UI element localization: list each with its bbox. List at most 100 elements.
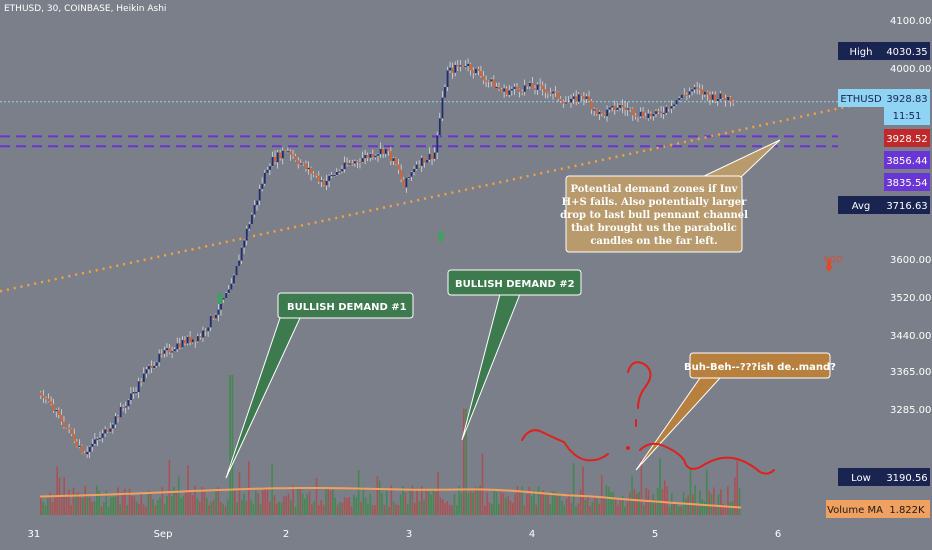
volume-bar — [427, 491, 430, 515]
candle — [706, 91, 709, 95]
candle — [426, 159, 428, 163]
level-tag-red[interactable]: 3928.52 — [884, 129, 930, 147]
candle — [305, 163, 307, 170]
low-tag-label: Low — [851, 473, 871, 484]
candle — [487, 80, 490, 82]
candle — [583, 96, 585, 99]
volume-bar — [432, 490, 435, 515]
volume-bar — [285, 496, 287, 515]
candle — [716, 99, 719, 102]
volume-bar — [649, 502, 652, 515]
candle — [73, 434, 76, 442]
volume-bar — [198, 501, 201, 515]
volume-bar — [563, 504, 566, 515]
candle — [459, 65, 462, 67]
volume-bar — [217, 487, 220, 515]
volume-bar — [619, 499, 622, 515]
volume-bar — [226, 499, 229, 515]
candle — [222, 298, 225, 300]
candle — [317, 175, 320, 182]
candle — [130, 393, 132, 401]
candle — [258, 188, 261, 201]
volume-bar — [79, 497, 82, 515]
candle — [402, 179, 405, 188]
candle — [652, 113, 655, 117]
candle — [436, 135, 439, 153]
volume-bar — [311, 504, 313, 515]
volume-bar — [706, 469, 708, 515]
candle — [526, 85, 529, 87]
high-tag[interactable]: High 4030.35 — [838, 42, 930, 60]
volume-bar — [479, 485, 481, 515]
volume-bar — [512, 503, 514, 515]
candle — [549, 92, 552, 94]
volume-bar — [565, 498, 568, 515]
volume-bar — [96, 485, 98, 515]
candle — [418, 164, 421, 166]
volume-bar — [322, 504, 325, 515]
candle — [392, 158, 395, 162]
volume-bar — [434, 491, 437, 515]
candle — [655, 111, 657, 114]
time-tick-label: 4 — [529, 529, 535, 540]
volume-bar — [280, 502, 283, 515]
candle — [608, 107, 611, 110]
potential-demand-text: that brought us the parabolic — [571, 223, 737, 234]
volume-bar — [355, 497, 358, 515]
candle — [531, 82, 534, 89]
current-value-bg — [884, 89, 930, 125]
candle — [668, 106, 670, 109]
volume-bar — [493, 489, 495, 515]
volume-bar — [647, 489, 650, 515]
candle — [40, 392, 42, 396]
candle — [117, 416, 120, 418]
volume-bar — [451, 505, 453, 515]
volume-bar — [654, 499, 657, 515]
volume-bar — [170, 496, 173, 515]
volume-bar — [673, 501, 675, 515]
candle — [408, 176, 410, 178]
candle — [251, 214, 253, 225]
current-price-tag[interactable]: ETHUSD 3928.83 11:51 — [838, 89, 930, 125]
candle — [714, 94, 717, 102]
volume-bar — [212, 499, 215, 515]
volume-ma-tag[interactable]: Volume MA 1.822K — [826, 500, 930, 518]
candle — [276, 152, 279, 163]
candle — [191, 339, 194, 343]
volume-bar — [701, 499, 703, 515]
volume-bar — [722, 503, 725, 515]
scribble-line — [521, 429, 609, 462]
volume-bar — [245, 500, 248, 515]
low-tag-value: 3190.56 — [886, 473, 927, 484]
volume-bar — [437, 471, 439, 515]
candle — [135, 392, 138, 394]
volume-bar — [236, 502, 238, 515]
volume-bar — [404, 492, 407, 515]
candle — [163, 350, 166, 354]
candle — [45, 398, 47, 400]
candle — [462, 65, 464, 67]
candle — [335, 172, 338, 175]
candle — [148, 365, 150, 370]
demand-zone-tag-upper[interactable]: 3856.44 — [884, 151, 930, 169]
candle — [325, 180, 328, 186]
volume-bar — [360, 501, 362, 515]
candle — [101, 433, 104, 438]
candle — [709, 94, 712, 100]
volume-bar — [724, 505, 727, 515]
candle — [307, 167, 310, 170]
low-tag[interactable]: Low 3190.56 — [838, 468, 930, 486]
volume-bar — [455, 505, 458, 515]
demand-zone-tag-lower[interactable]: 3835.54 — [884, 173, 930, 191]
avg-tag[interactable]: Avg 3716.63 — [838, 196, 930, 214]
candle — [166, 348, 168, 351]
volume-bar — [56, 466, 58, 515]
scribble-line — [639, 442, 775, 475]
volume-bar — [491, 504, 493, 515]
volume-bar — [306, 493, 309, 515]
volume-bar — [689, 468, 692, 515]
candle — [621, 105, 624, 108]
demand-zone-lines — [0, 135, 838, 148]
candle — [477, 68, 480, 72]
